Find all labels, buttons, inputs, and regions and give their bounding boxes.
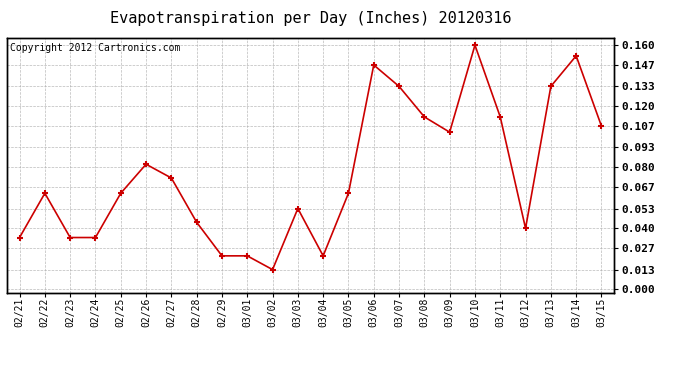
Text: Copyright 2012 Cartronics.com: Copyright 2012 Cartronics.com bbox=[10, 43, 180, 52]
Text: Evapotranspiration per Day (Inches) 20120316: Evapotranspiration per Day (Inches) 2012… bbox=[110, 11, 511, 26]
